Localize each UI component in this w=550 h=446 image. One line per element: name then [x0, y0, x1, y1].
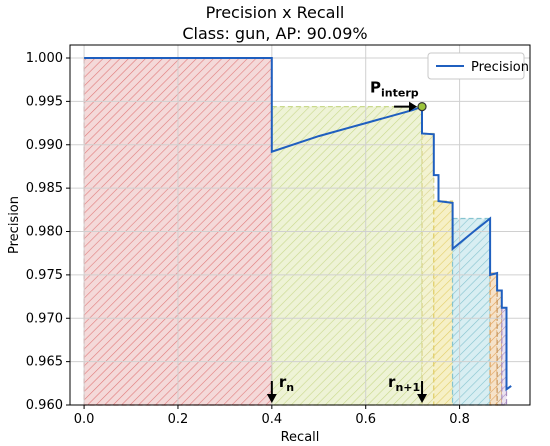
- chart-title: Precision x Recall: [205, 3, 345, 22]
- r-n1-arrowhead: [417, 394, 428, 403]
- legend-label: Precision: [471, 60, 529, 75]
- x-axis-ticks: 0.0 0.2 0.4 0.6 0.8: [74, 405, 470, 427]
- p-interp-label: Pinterp: [370, 79, 419, 100]
- x-tick-label: 0.0: [74, 412, 95, 427]
- y-tick-label: 0.995: [26, 94, 63, 109]
- precision-line: [84, 57, 512, 392]
- x-axis-label: Recall: [281, 430, 320, 445]
- r-n1-label: rn+1: [388, 373, 420, 394]
- interpolated-region: [271, 106, 423, 405]
- legend-box: [427, 52, 525, 80]
- plot-frame: [69, 44, 531, 406]
- y-tick-label: 0.960: [26, 398, 63, 413]
- y-tick-label: 0.965: [26, 355, 63, 370]
- x-tick-label: 0.2: [168, 412, 189, 427]
- y-tick-label: 0.975: [26, 268, 63, 283]
- chart-subtitle: Class: gun, AP: 90.09%: [182, 24, 368, 43]
- y-tick-label: 0.985: [26, 181, 63, 196]
- p-interp-arrowhead: [409, 101, 418, 112]
- y-axis-label: Precision: [7, 196, 22, 254]
- interpolated-region: [433, 201, 453, 405]
- x-tick-label: 0.8: [449, 412, 470, 427]
- y-tick-label: 1.000: [26, 51, 63, 66]
- y-axis-ticks: 0.960 0.965 0.970 0.975 0.980 0.985 0.990 0.995…: [26, 51, 70, 413]
- interpolated-region: [497, 290, 502, 405]
- r-n-label: rn: [279, 373, 294, 394]
- r-n-arrowhead: [266, 394, 277, 403]
- interpolated-region: [490, 273, 498, 405]
- interpolated-region: [501, 307, 507, 405]
- precision-series: [84, 57, 512, 392]
- x-tick-label: 0.6: [355, 412, 376, 427]
- interpolated-region: [452, 218, 491, 405]
- x-tick-label: 0.4: [261, 412, 282, 427]
- interpolated-region: [422, 133, 434, 405]
- legend: Precision: [427, 52, 529, 80]
- annotations: Pinterp rn rn+1: [266, 79, 428, 403]
- p-interp-point: [417, 101, 427, 112]
- y-tick-label: 0.990: [26, 138, 63, 153]
- y-tick-label: 0.980: [26, 225, 63, 240]
- y-tick-label: 0.970: [26, 311, 63, 326]
